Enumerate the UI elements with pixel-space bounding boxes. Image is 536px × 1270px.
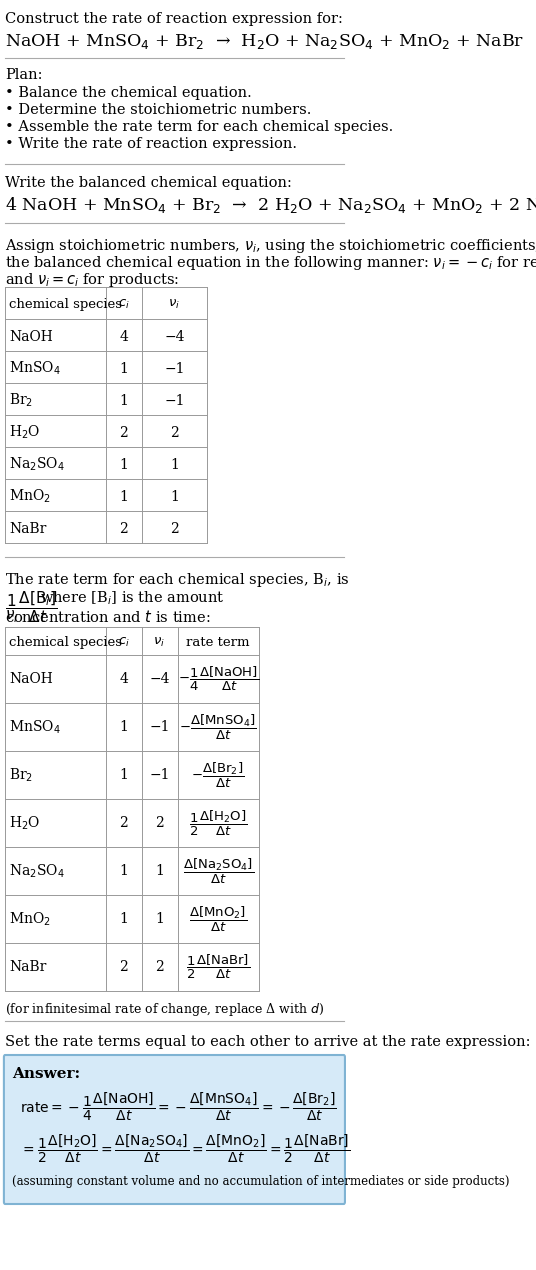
Text: • Balance the chemical equation.: • Balance the chemical equation. <box>5 86 252 100</box>
Text: Answer:: Answer: <box>12 1067 80 1081</box>
Text: 2: 2 <box>170 425 179 439</box>
Text: • Write the rate of reaction expression.: • Write the rate of reaction expression. <box>5 137 297 151</box>
Text: 1: 1 <box>170 490 179 504</box>
Text: MnSO$_4$: MnSO$_4$ <box>9 359 61 377</box>
Text: Write the balanced chemical equation:: Write the balanced chemical equation: <box>5 177 292 190</box>
Text: NaBr: NaBr <box>9 960 47 974</box>
Text: −1: −1 <box>164 362 185 376</box>
Text: −4: −4 <box>164 330 185 344</box>
Text: chemical species: chemical species <box>9 298 122 311</box>
Text: $c_i$: $c_i$ <box>118 298 130 311</box>
Text: 2: 2 <box>120 817 128 831</box>
Text: −1: −1 <box>149 768 170 782</box>
Text: NaOH + MnSO$_4$ + Br$_2$  →  H$_2$O + Na$_2$SO$_4$ + MnO$_2$ + NaBr: NaOH + MnSO$_4$ + Br$_2$ → H$_2$O + Na$_… <box>5 32 525 51</box>
Text: chemical species: chemical species <box>9 636 122 649</box>
Text: 2: 2 <box>120 522 128 536</box>
Text: 1: 1 <box>119 362 128 376</box>
Text: NaBr: NaBr <box>9 522 47 536</box>
Text: $\dfrac{1}{2}\dfrac{\Delta[\mathrm{NaBr}]}{\Delta t}$: $\dfrac{1}{2}\dfrac{\Delta[\mathrm{NaBr}… <box>186 952 250 980</box>
Text: Set the rate terms equal to each other to arrive at the rate expression:: Set the rate terms equal to each other t… <box>5 1035 531 1049</box>
Text: $\nu_i$: $\nu_i$ <box>168 298 181 311</box>
Text: $\mathrm{rate} = -\dfrac{1}{4}\dfrac{\Delta[\mathrm{NaOH}]}{\Delta t} = -\dfrac{: $\mathrm{rate} = -\dfrac{1}{4}\dfrac{\De… <box>19 1091 336 1124</box>
Text: 1: 1 <box>119 490 128 504</box>
Text: where [B$_i$] is the amount: where [B$_i$] is the amount <box>40 589 225 607</box>
Text: Assign stoichiometric numbers, $\nu_i$, using the stoichiometric coefficients, $: Assign stoichiometric numbers, $\nu_i$, … <box>5 237 536 255</box>
Text: 4: 4 <box>119 672 128 686</box>
Text: Br$_2$: Br$_2$ <box>9 766 33 784</box>
Text: rate term: rate term <box>187 636 250 649</box>
Text: H$_2$O: H$_2$O <box>9 814 40 832</box>
Text: • Determine the stoichiometric numbers.: • Determine the stoichiometric numbers. <box>5 103 311 117</box>
Text: 1: 1 <box>155 912 164 926</box>
Text: $\dfrac{1}{2}\dfrac{\Delta[\mathrm{H_2O}]}{\Delta t}$: $\dfrac{1}{2}\dfrac{\Delta[\mathrm{H_2O}… <box>189 809 247 838</box>
Text: −1: −1 <box>164 394 185 408</box>
Text: $\dfrac{1}{\nu_i}\dfrac{\Delta[\mathrm{B}_i]}{\Delta t}$: $\dfrac{1}{\nu_i}\dfrac{\Delta[\mathrm{B… <box>5 589 57 625</box>
Text: 1: 1 <box>155 864 164 878</box>
Text: Br$_2$: Br$_2$ <box>9 392 33 409</box>
Text: 4: 4 <box>119 330 128 344</box>
Text: −1: −1 <box>149 720 170 734</box>
Text: Construct the rate of reaction expression for:: Construct the rate of reaction expressio… <box>5 11 343 25</box>
Text: $-\dfrac{\Delta[\mathrm{MnSO_4}]}{\Delta t}$: $-\dfrac{\Delta[\mathrm{MnSO_4}]}{\Delta… <box>179 712 257 742</box>
Text: $-\dfrac{1}{4}\dfrac{\Delta[\mathrm{NaOH}]}{\Delta t}$: $-\dfrac{1}{4}\dfrac{\Delta[\mathrm{NaOH… <box>177 665 258 693</box>
Text: 1: 1 <box>119 720 128 734</box>
Text: 1: 1 <box>119 394 128 408</box>
Text: The rate term for each chemical species, B$_i$, is: The rate term for each chemical species,… <box>5 572 350 589</box>
Text: MnSO$_4$: MnSO$_4$ <box>9 719 61 735</box>
Text: 2: 2 <box>170 522 179 536</box>
Text: 4 NaOH + MnSO$_4$ + Br$_2$  →  2 H$_2$O + Na$_2$SO$_4$ + MnO$_2$ + 2 NaBr: 4 NaOH + MnSO$_4$ + Br$_2$ → 2 H$_2$O + … <box>5 196 536 215</box>
Text: Na$_2$SO$_4$: Na$_2$SO$_4$ <box>9 456 65 474</box>
Text: • Assemble the rate term for each chemical species.: • Assemble the rate term for each chemic… <box>5 119 393 135</box>
Text: (for infinitesimal rate of change, replace Δ with $d$): (for infinitesimal rate of change, repla… <box>5 1001 325 1019</box>
Text: $\dfrac{\Delta[\mathrm{Na_2SO_4}]}{\Delta t}$: $\dfrac{\Delta[\mathrm{Na_2SO_4}]}{\Delt… <box>183 856 254 885</box>
Text: 2: 2 <box>120 425 128 439</box>
FancyBboxPatch shape <box>4 1055 345 1204</box>
Text: MnO$_2$: MnO$_2$ <box>9 488 51 505</box>
Text: NaOH: NaOH <box>9 330 53 344</box>
Text: (assuming constant volume and no accumulation of intermediates or side products): (assuming constant volume and no accumul… <box>12 1175 509 1187</box>
Text: $= \dfrac{1}{2}\dfrac{\Delta[\mathrm{H_2O}]}{\Delta t} = \dfrac{\Delta[\mathrm{N: $= \dfrac{1}{2}\dfrac{\Delta[\mathrm{H_2… <box>19 1133 350 1166</box>
Text: concentration and $t$ is time:: concentration and $t$ is time: <box>5 610 211 625</box>
Text: 1: 1 <box>170 457 179 471</box>
Text: $\nu_i$: $\nu_i$ <box>153 636 166 649</box>
Text: 1: 1 <box>119 912 128 926</box>
Text: Na$_2$SO$_4$: Na$_2$SO$_4$ <box>9 862 65 880</box>
Text: $\dfrac{\Delta[\mathrm{MnO_2}]}{\Delta t}$: $\dfrac{\Delta[\mathrm{MnO_2}]}{\Delta t… <box>189 904 247 933</box>
Text: H$_2$O: H$_2$O <box>9 424 40 441</box>
Text: $-\dfrac{\Delta[\mathrm{Br_2}]}{\Delta t}$: $-\dfrac{\Delta[\mathrm{Br_2}]}{\Delta t… <box>191 761 245 790</box>
Text: 2: 2 <box>120 960 128 974</box>
Text: −4: −4 <box>149 672 170 686</box>
Text: 2: 2 <box>155 960 164 974</box>
Text: MnO$_2$: MnO$_2$ <box>9 911 51 927</box>
Text: $c_i$: $c_i$ <box>118 636 130 649</box>
Text: 1: 1 <box>119 768 128 782</box>
Text: 2: 2 <box>155 817 164 831</box>
Text: Plan:: Plan: <box>5 69 43 83</box>
Text: 1: 1 <box>119 457 128 471</box>
Text: the balanced chemical equation in the following manner: $\nu_i = -c_i$ for react: the balanced chemical equation in the fo… <box>5 254 536 272</box>
Text: 1: 1 <box>119 864 128 878</box>
Text: NaOH: NaOH <box>9 672 53 686</box>
Text: and $\nu_i = c_i$ for products:: and $\nu_i = c_i$ for products: <box>5 271 180 290</box>
